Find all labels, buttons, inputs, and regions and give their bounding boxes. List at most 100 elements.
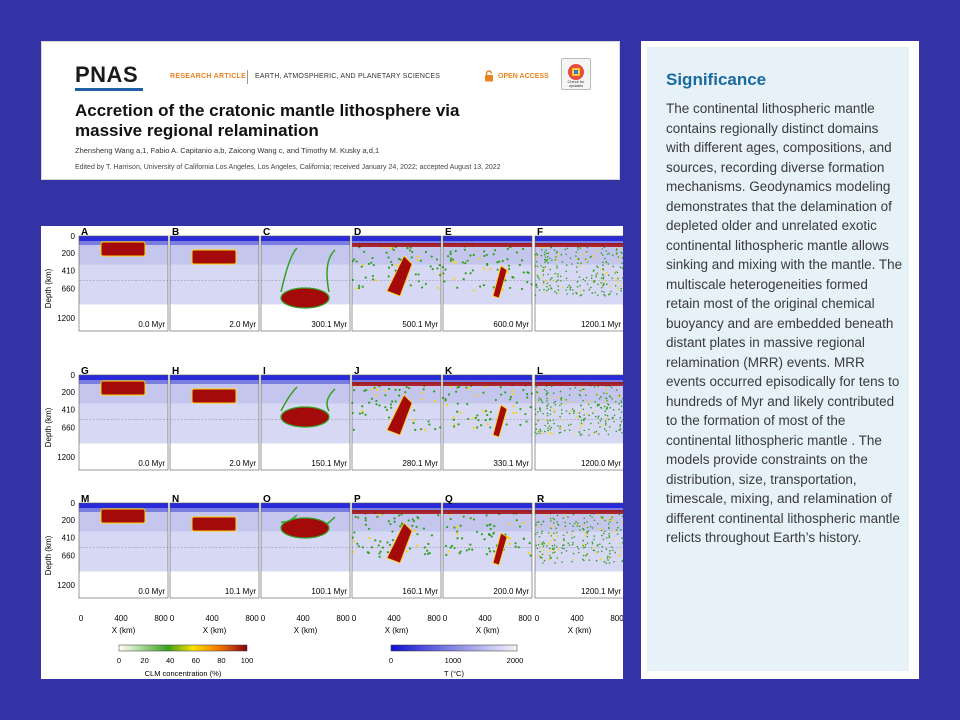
mixed-relict-fragment <box>571 263 573 265</box>
panel-letter: P <box>354 494 361 505</box>
mixed-relict-fragment <box>416 516 419 519</box>
mixed-relict-fragment <box>364 523 368 526</box>
mixed-relict-fragment <box>538 536 541 538</box>
mixed-relict-fragment <box>598 543 601 545</box>
mixed-relict-fragment <box>605 271 607 274</box>
mixed-relict-fragment <box>449 259 453 262</box>
article-type-label: RESEARCH ARTICLE <box>170 73 247 80</box>
mixed-relict-fragment <box>620 284 622 287</box>
mixed-relict-fragment <box>581 543 584 546</box>
mixed-relict-fragment <box>572 558 574 561</box>
mixed-relict-fragment <box>542 281 545 284</box>
panel-time-label: 150.1 Myr <box>311 459 347 468</box>
mixed-relict-fragment <box>575 416 578 419</box>
mixed-relict-fragment <box>570 410 572 412</box>
mixed-relict-fragment <box>427 420 430 423</box>
mixed-relict-fragment <box>584 543 587 546</box>
mixed-relict-fragment <box>539 428 541 431</box>
mixed-relict-fragment <box>404 391 407 394</box>
mixed-relict-fragment <box>597 294 599 296</box>
mixed-relict-fragment <box>520 287 524 291</box>
mixed-relict-fragment <box>500 393 503 396</box>
mixed-relict-fragment <box>408 386 411 390</box>
mixed-relict-fragment <box>596 404 599 407</box>
mixed-relict-fragment <box>550 426 553 429</box>
mixed-relict-fragment <box>607 274 610 276</box>
mixed-relict-fragment <box>543 253 546 256</box>
mixed-relict-fragment <box>575 412 578 415</box>
mixed-relict-fragment <box>383 389 386 392</box>
mixed-relict-fragment <box>399 258 402 261</box>
mixed-relict-fragment <box>515 411 518 414</box>
mixed-relict-fragment <box>549 558 551 561</box>
mixed-relict-fragment <box>612 538 614 541</box>
mixed-relict-fragment <box>452 423 456 426</box>
mixed-relict-fragment <box>621 262 623 264</box>
clm-colorbar: 0 20 40 60 80 100 CLM concentration (%) <box>117 644 253 678</box>
mixed-relict-fragment <box>489 426 492 429</box>
mixed-relict-fragment <box>578 393 581 396</box>
mixed-relict-fragment <box>453 277 456 280</box>
mixed-relict-fragment <box>541 542 543 544</box>
panel-frame <box>78 374 169 471</box>
mixed-relict-fragment <box>464 272 467 275</box>
mixed-relict-fragment <box>575 251 578 253</box>
mixed-relict-fragment <box>547 262 550 264</box>
journal-logo[interactable]: PNAS <box>75 62 139 87</box>
mixed-relict-fragment <box>471 269 474 272</box>
model-panel-j: J 280.1 Myr <box>351 366 442 471</box>
mixed-relict-fragment <box>544 256 547 259</box>
check-for-updates-badge[interactable]: Check for updates <box>561 58 591 90</box>
mixed-relict-fragment <box>607 433 610 436</box>
clm-relict-block <box>100 380 146 396</box>
mixed-relict-fragment <box>449 546 452 549</box>
mixed-relict-fragment <box>509 398 512 401</box>
crust-top-layer <box>535 503 623 508</box>
mixed-relict-fragment <box>608 426 611 428</box>
mixed-relict-fragment <box>611 397 613 400</box>
mixed-relict-fragment <box>611 254 614 257</box>
mixed-relict-fragment <box>391 400 394 403</box>
mixed-relict-fragment <box>593 386 596 388</box>
mixed-relict-fragment <box>375 403 378 406</box>
mixed-relict-fragment <box>592 549 595 552</box>
mixed-relict-fragment <box>541 530 544 533</box>
mixed-relict-fragment <box>420 398 424 401</box>
mixed-relict-fragment <box>537 430 540 433</box>
mixed-relict-fragment <box>546 419 549 422</box>
mixed-relict-fragment <box>526 281 529 284</box>
temperature-colorbar-ramp <box>390 644 518 652</box>
mixed-relict-fragment <box>582 539 585 542</box>
mixed-relict-fragment <box>537 419 540 422</box>
mixed-relict-fragment <box>552 419 555 421</box>
mixed-relict-fragment <box>594 257 597 260</box>
mixed-relict-fragment <box>488 550 492 553</box>
significance-card: Significance The continental lithospheri… <box>641 41 919 679</box>
mixed-relict-fragment <box>364 516 367 520</box>
mixed-relict-fragment <box>537 543 540 546</box>
panel-letter: R <box>537 494 545 505</box>
mixed-relict-fragment <box>419 428 423 431</box>
panel-frame <box>534 374 623 471</box>
mixed-relict-fragment <box>387 416 391 419</box>
mixed-relict-fragment <box>615 389 618 391</box>
relict-strand <box>326 388 336 412</box>
mixed-relict-fragment <box>589 400 591 402</box>
mixed-relict-fragment <box>480 533 484 536</box>
mixed-relict-fragment <box>375 394 378 397</box>
panel-frame <box>351 235 442 332</box>
mixed-relict-fragment <box>504 279 507 282</box>
mixed-relict-fragment <box>379 540 382 543</box>
mixed-relict-fragment <box>546 255 549 258</box>
mixed-relict-fragment <box>586 532 589 534</box>
mixed-relict-fragment <box>621 267 623 269</box>
mixed-relict-fragment <box>584 535 586 537</box>
mixed-relict-fragment <box>579 434 582 436</box>
mixed-relict-fragment <box>544 266 546 268</box>
mixed-relict-fragment <box>386 541 389 544</box>
mixed-relict-fragment <box>370 546 374 549</box>
mixed-relict-fragment <box>412 520 415 523</box>
mixed-relict-fragment <box>542 270 544 272</box>
mixed-relict-fragment <box>535 533 537 536</box>
mixed-relict-fragment <box>549 520 552 522</box>
